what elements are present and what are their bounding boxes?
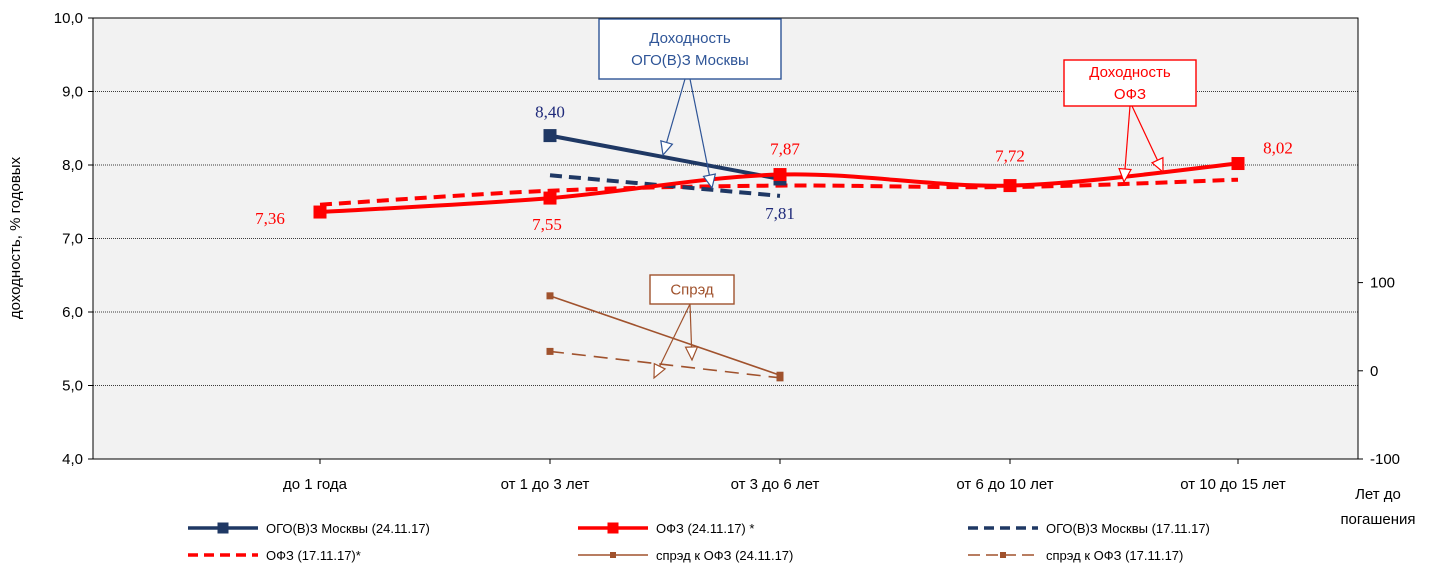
y-tick-label: 5,0 xyxy=(62,378,83,395)
x-axis-title: Лет до погашения xyxy=(1340,486,1415,528)
callout-arrow-line xyxy=(653,303,691,379)
data-label: 8,02 xyxy=(1263,139,1293,158)
y-tick-label: 8,0 xyxy=(62,157,83,174)
y2-tick-label: 0 xyxy=(1370,363,1378,380)
data-label: 7,55 xyxy=(532,215,562,234)
legend-label: спрэд к ОФЗ (24.11.17) xyxy=(656,548,793,563)
callout-arrowhead xyxy=(684,346,699,362)
callout-box xyxy=(598,18,782,80)
data-label: 7,87 xyxy=(770,140,800,159)
y-tick-label: 10,0 xyxy=(54,10,83,27)
y-tick-label: 4,0 xyxy=(62,451,83,468)
y-axis-title: доходность, % годовых xyxy=(7,156,24,319)
series-point-1 xyxy=(543,191,557,205)
callout-text: Спрэд xyxy=(670,282,714,299)
series-point-4 xyxy=(546,292,554,300)
callout-text: Доходность xyxy=(1089,64,1171,81)
callout-text: Доходность xyxy=(649,30,731,47)
series-point-1 xyxy=(773,168,787,182)
callout-box xyxy=(1063,59,1197,107)
x-category-label: от 6 до 10 лет xyxy=(956,476,1053,493)
series-point-1 xyxy=(1231,157,1245,171)
legend-label: ОГО(В)З Москвы (17.11.17) xyxy=(1046,521,1210,536)
legend-swatch-marker xyxy=(217,522,229,534)
series-point-5 xyxy=(546,347,554,355)
callout-arrowhead xyxy=(660,140,674,157)
callout-arrowhead xyxy=(702,173,717,190)
series-point-0 xyxy=(543,129,557,143)
series-line-3 xyxy=(319,177,1239,207)
x-category-label: до 1 года xyxy=(283,476,348,493)
legend-swatch-marker xyxy=(610,552,616,558)
legend-label: спрэд к ОФЗ (17.11.17) xyxy=(1046,548,1183,563)
series-point-5 xyxy=(776,374,784,382)
callout-text: ОГО(В)З Москвы xyxy=(631,52,749,69)
y2-tick-label: -100 xyxy=(1370,451,1400,468)
legend-label: ОГО(В)З Москвы (24.11.17) xyxy=(266,521,430,536)
data-label: 8,40 xyxy=(535,103,565,122)
data-label: 7,81 xyxy=(765,204,795,223)
callout-arrowhead xyxy=(653,362,667,380)
legend-swatch-marker xyxy=(1000,552,1006,558)
series-line-0 xyxy=(549,133,781,181)
callout-text: ОФЗ xyxy=(1114,86,1146,103)
x-category-label: от 3 до 6 лет xyxy=(731,476,820,493)
callout-arrowhead xyxy=(1150,156,1164,174)
y-tick-label: 6,0 xyxy=(62,304,83,321)
callout-arrowhead xyxy=(1118,167,1132,184)
x-category-label: от 1 до 3 лет xyxy=(501,476,590,493)
series-line-4 xyxy=(549,295,781,376)
legend-label: ОФЗ (17.11.17)* xyxy=(266,548,361,563)
series-point-1 xyxy=(1003,179,1017,193)
y-tick-label: 7,0 xyxy=(62,231,83,248)
callout-box xyxy=(649,274,735,305)
legend-swatch-marker xyxy=(607,522,619,534)
callout-arrow-line xyxy=(689,78,713,189)
data-label: 7,72 xyxy=(995,147,1025,166)
series-point-1 xyxy=(313,205,327,219)
y-tick-label: 9,0 xyxy=(62,84,83,101)
x-category-label: от 10 до 15 лет xyxy=(1180,476,1286,493)
y2-tick-label: 100 xyxy=(1370,275,1395,292)
series-line-5 xyxy=(549,350,781,379)
legend-label: ОФЗ (24.11.17) * xyxy=(656,521,754,536)
data-label: 7,36 xyxy=(255,209,285,228)
